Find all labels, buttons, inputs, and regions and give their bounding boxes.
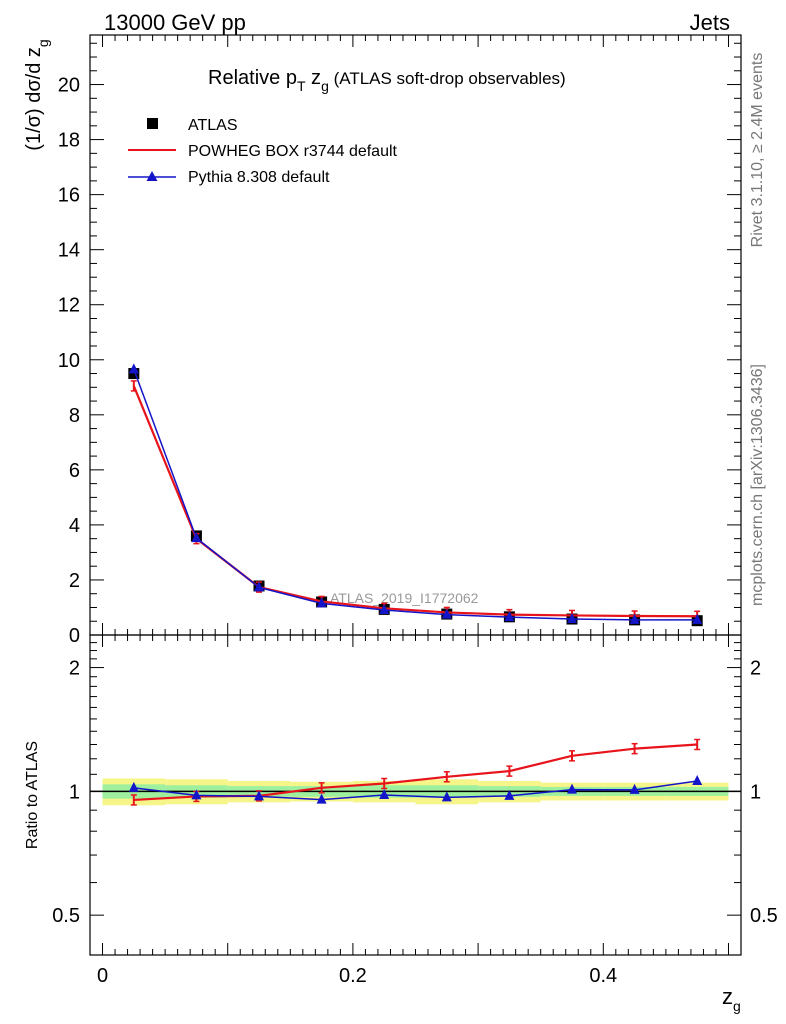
x-tick-label: 0.2 — [339, 965, 367, 987]
main-data-point — [316, 597, 327, 608]
main-panel: 0 2 4 6 8 10 12 14 16 18 20 — [58, 34, 742, 647]
y-tick-label: 0 — [69, 625, 80, 647]
ratio-y-tick-label-right: 1 — [750, 781, 761, 803]
main-series-line — [133, 369, 698, 621]
ratio-y-tick-label-right: 0.5 — [750, 905, 778, 927]
main-title: Relative pT zg (ATLAS soft-drop observab… — [208, 67, 566, 94]
legend: ATLAS POWHEG BOX r3744 default Pythia 8.… — [128, 117, 398, 186]
ratio-data-point — [566, 783, 577, 794]
xlabel: zg — [722, 984, 741, 1014]
main-data-point — [566, 613, 577, 624]
y-tick-label: 16 — [58, 185, 80, 207]
ratio-data-point — [128, 781, 139, 792]
ratio-y-tick-label: 0.5 — [52, 905, 80, 927]
main-data-point — [191, 532, 202, 543]
ratio-data-point — [254, 790, 265, 801]
ratio-data-point — [692, 774, 703, 785]
ratio-y-tick-label: 1 — [69, 781, 80, 803]
y-tick-label: 10 — [58, 350, 80, 372]
main-data-point — [692, 613, 703, 624]
ratio-panel: 0 0.2 0.4 0.5 0.5 1 1 2 2 — [52, 634, 778, 987]
header-right: Jets — [690, 10, 730, 35]
y-tick-label: 4 — [69, 515, 80, 537]
legend-label-powheg: POWHEG BOX r3744 default — [188, 143, 398, 160]
x-tick-label: 0 — [97, 965, 108, 987]
y-tick-label: 20 — [58, 75, 80, 97]
legend-marker-atlas — [147, 118, 158, 129]
y-tick-label: 2 — [69, 570, 80, 592]
main-data-point — [379, 603, 390, 614]
main-ylabel: (1/σ) dσ/d zg — [23, 39, 51, 150]
y-tick-label: 8 — [69, 405, 80, 427]
side-text-top: Rivet 3.1.10, ≥ 2.4M events — [749, 53, 766, 248]
ratio-data-point — [629, 783, 640, 794]
main-data-point — [128, 368, 140, 380]
y-tick-label: 14 — [58, 240, 80, 262]
x-tick-label: 0.4 — [589, 965, 617, 987]
ratio-series-line — [133, 780, 698, 801]
analysis-watermark: ATLAS_2019_I1772062 — [330, 590, 479, 606]
ratio-data-point — [316, 793, 327, 804]
header-left: 13000 GeV pp — [104, 10, 246, 35]
ratio-data-point — [504, 789, 515, 800]
legend-label-pythia: Pythia 8.308 default — [188, 169, 330, 186]
main-series-line — [132, 385, 698, 618]
main-data-point — [441, 608, 452, 619]
legend-marker-pythia — [146, 171, 158, 181]
legend-label-atlas: ATLAS — [188, 117, 238, 134]
side-text-bottom: mcplots.cern.ch [arXiv:1306.3436] — [749, 364, 766, 606]
ratio-data-point — [191, 789, 202, 800]
y-tick-label: 12 — [58, 295, 80, 317]
main-data-point — [128, 363, 139, 374]
main-data-point — [254, 581, 265, 592]
y-tick-label: 6 — [69, 460, 80, 482]
ratio-ylabel: Ratio to ATLAS — [24, 741, 41, 849]
y-tick-label: 18 — [58, 130, 80, 152]
ratio-data-point — [379, 788, 390, 799]
ratio-data-point — [441, 791, 452, 802]
ratio-y-tick-label: 2 — [69, 658, 80, 680]
main-data-point — [504, 611, 515, 622]
ratio-y-tick-label-right: 2 — [750, 658, 761, 680]
main-data-point — [629, 613, 640, 624]
